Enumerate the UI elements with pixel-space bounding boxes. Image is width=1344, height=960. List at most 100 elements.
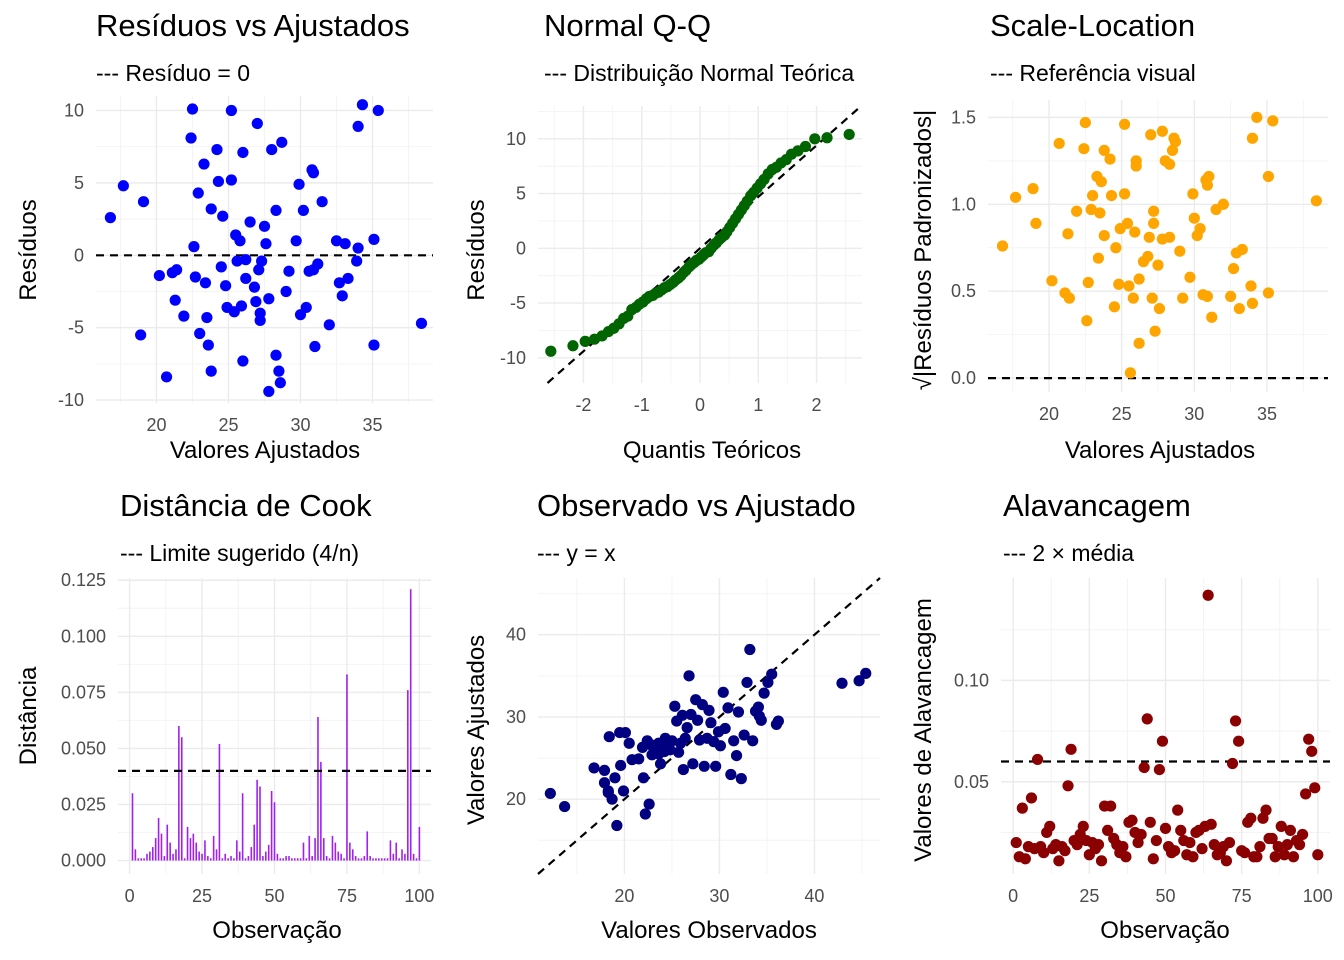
- data-point: [1124, 367, 1136, 379]
- data-point: [843, 128, 855, 141]
- data-point: [352, 242, 364, 254]
- cook-bar: [198, 851, 200, 861]
- data-point: [333, 277, 345, 289]
- data-point: [1196, 843, 1208, 855]
- cook-bar: [337, 851, 340, 861]
- data-point: [1065, 743, 1077, 755]
- x-tick-label: 0: [1008, 886, 1018, 906]
- data-point: [198, 158, 210, 170]
- data-point: [683, 670, 695, 682]
- cook-bar: [233, 858, 235, 861]
- x-tick-label: 20: [614, 886, 634, 906]
- data-point: [633, 753, 645, 765]
- data-point: [1147, 853, 1159, 865]
- y-tick-label: 5: [516, 184, 526, 204]
- cook-bar: [328, 858, 331, 861]
- y-tick-label: 10: [506, 129, 526, 149]
- y-axis-label: Resíduos: [15, 199, 42, 300]
- data-point: [679, 732, 691, 744]
- data-point: [283, 265, 295, 277]
- data-point: [1309, 782, 1321, 794]
- cook-bar: [253, 824, 256, 861]
- chart-title: Observado vs Ajustado: [537, 488, 856, 523]
- data-point: [1275, 820, 1287, 832]
- data-point: [248, 281, 261, 293]
- data-point: [1148, 205, 1160, 217]
- data-point: [687, 758, 699, 770]
- cook-bar: [325, 856, 328, 861]
- data-point: [1169, 845, 1181, 857]
- cook-bar: [311, 856, 313, 861]
- data-point: [300, 301, 312, 314]
- cook-bar: [302, 842, 305, 861]
- plot-4: 0 25 50 75 100 0.000 0.025 0.050 0.075 0.100 0.125…: [15, 570, 434, 944]
- y-tick-label: 0.050: [61, 738, 106, 758]
- chart-subtitle: --- Resíduo = 0: [96, 60, 251, 86]
- cook-bar: [366, 831, 369, 861]
- data-point: [1105, 189, 1118, 202]
- data-point: [799, 140, 812, 153]
- cook-bar: [349, 842, 351, 861]
- cook-bar: [288, 856, 290, 861]
- plot-3: 20 25 30 35 0.0 0.5 1.0 1.5 Valores Ajustados √|R…: [910, 100, 1328, 464]
- data-point: [1223, 836, 1236, 849]
- cook-bar: [215, 849, 218, 861]
- data-point: [1126, 814, 1138, 826]
- data-point: [415, 317, 428, 329]
- x-tick-label: -2: [575, 395, 591, 415]
- data-point: [202, 339, 214, 351]
- cook-bar: [195, 842, 198, 861]
- data-point: [1135, 828, 1147, 841]
- data-point: [1262, 287, 1275, 299]
- data-point: [1169, 136, 1182, 148]
- data-point: [352, 120, 364, 133]
- cook-bar: [163, 856, 166, 861]
- y-tick-label: 0.025: [61, 794, 106, 814]
- data-point: [273, 365, 285, 377]
- cook-bar: [340, 853, 342, 861]
- data-point: [666, 735, 678, 747]
- data-point: [171, 264, 183, 276]
- cook-bar: [209, 858, 212, 861]
- cook-bar: [378, 858, 380, 861]
- cook-bar: [412, 853, 415, 861]
- data-point: [1127, 292, 1139, 304]
- x-axis-label: Observação: [1100, 917, 1229, 944]
- data-point: [1306, 745, 1318, 757]
- data-point: [579, 335, 591, 347]
- data-point: [1281, 839, 1293, 851]
- data-point: [312, 258, 324, 270]
- data-point: [339, 238, 351, 250]
- y-tick-label: 0: [516, 238, 526, 258]
- data-point: [1246, 132, 1259, 144]
- x-axis-label: Quantis Teóricos: [623, 437, 801, 464]
- data-point: [755, 714, 767, 726]
- data-point: [260, 238, 272, 250]
- data-point: [1053, 137, 1065, 150]
- data-point: [330, 235, 343, 247]
- data-point: [276, 136, 288, 148]
- cook-bar: [279, 858, 282, 861]
- data-point: [1071, 205, 1083, 217]
- cook-bar: [270, 791, 273, 861]
- x-tick-label: 30: [290, 415, 310, 435]
- data-point: [1059, 845, 1071, 857]
- cook-bar: [282, 858, 284, 861]
- data-point: [1187, 188, 1199, 200]
- data-point: [270, 204, 282, 217]
- data-point: [1120, 851, 1132, 863]
- data-point: [186, 103, 199, 115]
- data-point: [372, 104, 384, 117]
- data-point: [1293, 839, 1306, 851]
- y-tick-label: -10: [58, 390, 84, 410]
- cook-bar: [334, 842, 337, 861]
- cook-bar: [343, 858, 345, 861]
- data-point: [637, 772, 650, 784]
- data-point: [1172, 804, 1184, 816]
- cook-bar: [354, 856, 357, 861]
- data-point: [1108, 301, 1121, 313]
- data-point: [189, 271, 201, 283]
- chart-subtitle: --- Distribuição Normal Teórica: [544, 60, 855, 86]
- cook-bar: [317, 717, 319, 861]
